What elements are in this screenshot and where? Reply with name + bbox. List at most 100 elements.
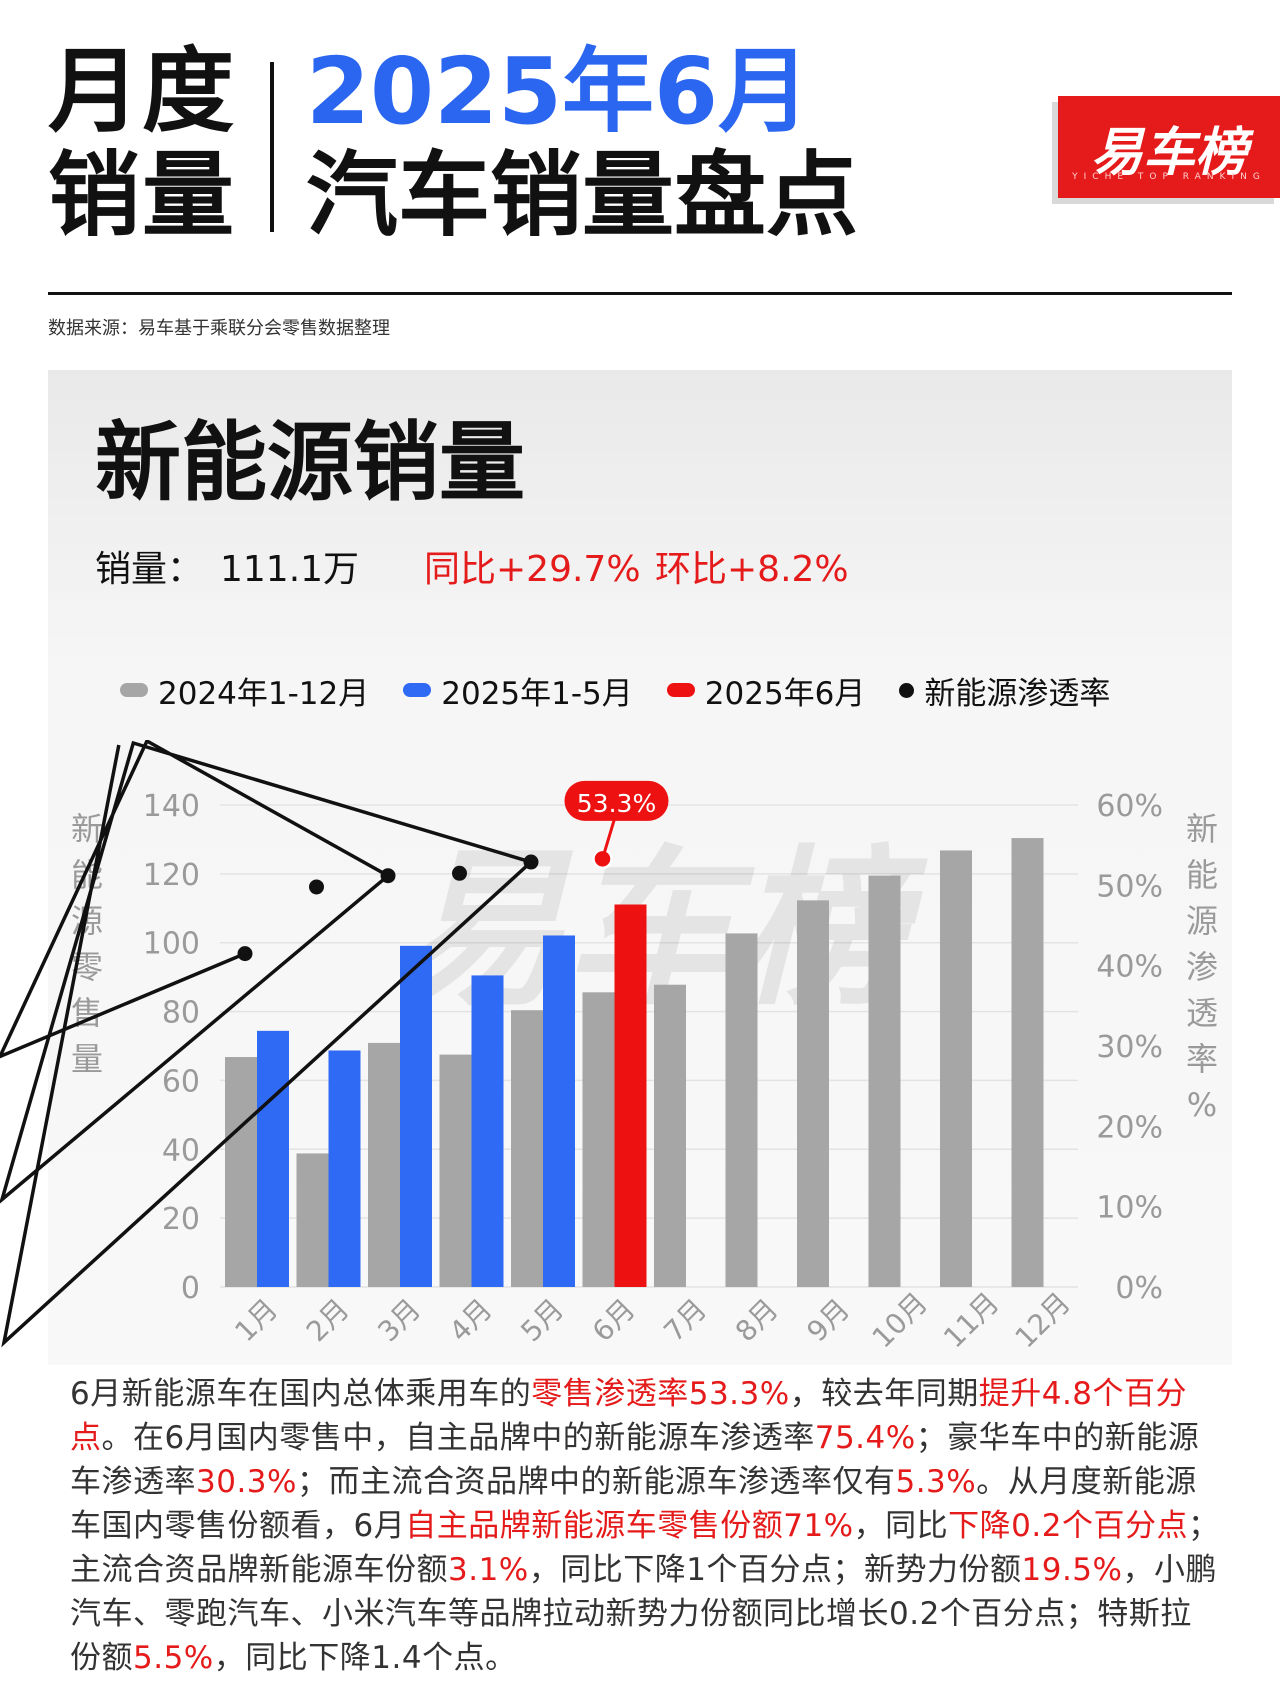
- legend-item-2025-6: 2025年6月: [666, 668, 865, 713]
- note-text: ；豪华车中的新能源车渗透率: [70, 1420, 1200, 1500]
- y-tick-label: 0: [181, 1271, 200, 1306]
- note-text: ，同比下降1个百分点；新势力份额: [528, 1552, 1022, 1588]
- bar-2024: [725, 933, 758, 1287]
- note-highlight: 下降0.2个百分点: [948, 1508, 1188, 1544]
- rate-line: [0, 740, 535, 1348]
- note-text: ；主流合资品牌新能源车份额: [70, 1508, 1220, 1588]
- note-highlight: 自主品牌新能源车零售份额71%: [405, 1508, 854, 1544]
- bar-2025: [400, 945, 432, 1287]
- y-tick-label: 120: [143, 858, 200, 893]
- x-tick-label: 7月: [657, 1292, 713, 1348]
- sales-chart: 0204060801001201400%10%20%30%40%50%60%易车…: [0, 740, 1218, 1354]
- header-divider: [270, 62, 274, 232]
- note-highlight: 75.4%: [814, 1420, 916, 1456]
- rate-point: [523, 854, 539, 870]
- x-tick-label: 2月: [300, 1292, 356, 1348]
- bar-2024: [940, 850, 972, 1287]
- bar-2024: [582, 992, 615, 1287]
- x-tick-label: 5月: [514, 1292, 570, 1348]
- header-title-line-1: 月度: [48, 38, 237, 145]
- y-axis-title-char: 新: [71, 810, 103, 848]
- rate-point: [309, 879, 324, 895]
- y2-tick-label: 50%: [1096, 869, 1163, 904]
- y2-axis-title-char: 渗: [1186, 948, 1218, 986]
- note-text: ；而主流合资品牌中的新能源车渗透率仅有: [296, 1464, 896, 1500]
- note-highlight: 30.3%: [196, 1464, 297, 1500]
- x-tick-label: 4月: [443, 1292, 499, 1348]
- callout-label: 53.3%: [577, 789, 656, 818]
- legend-label-2025: 2025年1-5月: [441, 675, 633, 712]
- x-tick-label: 3月: [371, 1292, 427, 1348]
- note-highlight: 5.5%: [133, 1640, 214, 1676]
- data-source: 数据来源：易车基于乘联分会零售数据整理: [48, 318, 390, 339]
- bar-2024: [868, 875, 901, 1287]
- note-text: 。在6月国内零售中，自主品牌中的新能源车渗透率: [101, 1420, 815, 1456]
- y2-axis-title-char: 源: [1186, 902, 1218, 940]
- x-tick-label: 10月: [866, 1286, 934, 1354]
- kpi-yoy: 同比+29.7%: [424, 549, 641, 590]
- kpi-mom: 环比+8.2%: [655, 549, 849, 590]
- note-text: 。从月度新能源车国内零售份额看，6月: [70, 1464, 1197, 1544]
- note-text: ，小鹏汽车、零跑汽车、小米汽车等品牌拉动新势力份额同比增长0.2个百分点；特斯拉…: [70, 1552, 1217, 1676]
- x-tick-label: 9月: [800, 1292, 856, 1348]
- bar-2024: [368, 1042, 400, 1287]
- y-axis-title-char: 量: [71, 1040, 103, 1078]
- header-subtitle: 汽车销量盘点: [306, 142, 859, 249]
- bar-2024: [654, 984, 686, 1287]
- note-text: ，同比下降1.4个点。: [213, 1640, 517, 1676]
- legend-item-rate: 新能源渗透率: [899, 668, 1110, 713]
- bar-2024: [511, 1010, 543, 1287]
- note-highlight: 零售渗透率53.3%: [531, 1376, 790, 1412]
- y2-tick-label: 30%: [1096, 1030, 1163, 1065]
- note-highlight: 提升4.8个百分点: [70, 1376, 1188, 1456]
- y2-axis-title-char: 率: [1186, 1040, 1218, 1078]
- bar-2024: [296, 1153, 329, 1287]
- note-text: 6月新能源车在国内总体乘用车的: [70, 1376, 532, 1412]
- x-tick-label: 8月: [729, 1292, 785, 1348]
- y2-tick-label: 60%: [1096, 789, 1163, 824]
- y-tick-label: 20: [162, 1202, 200, 1237]
- x-tick-label: 6月: [586, 1292, 642, 1348]
- section-title: 新能源销量: [95, 413, 525, 513]
- y2-axis-title-char: 新: [1186, 810, 1218, 848]
- y2-tick-label: 0%: [1115, 1271, 1163, 1306]
- bar-2025: [257, 1030, 289, 1287]
- analysis-note: 6月新能源车在国内总体乘用车的零售渗透率53.3%，较去年同期提升4.8个百分点…: [70, 1372, 1220, 1680]
- header-rule: [48, 292, 1232, 295]
- bar-2024: [1011, 838, 1044, 1287]
- y2-tick-label: 10%: [1096, 1191, 1163, 1226]
- legend-dot-rate: [899, 682, 915, 698]
- rate-point: [452, 865, 467, 881]
- kpi-value: 111.1万: [220, 549, 360, 590]
- bar-2024: [439, 1054, 472, 1287]
- x-tick-label: 12月: [1009, 1286, 1077, 1354]
- bar-2025-6: [614, 904, 647, 1287]
- legend-label-rate: 新能源渗透率: [924, 675, 1111, 712]
- y2-axis-title-char: 透: [1186, 994, 1218, 1032]
- bar-2025: [328, 1050, 361, 1287]
- y2-axis-title-char: 能: [1186, 856, 1218, 894]
- bar-2024: [797, 900, 829, 1287]
- header-title-line-2: 销量: [48, 142, 237, 249]
- rate-point: [380, 868, 396, 884]
- y-tick-label: 100: [143, 927, 200, 962]
- bar-2025: [543, 935, 575, 1287]
- note-highlight: 3.1%: [448, 1552, 529, 1588]
- callout-box: [564, 780, 669, 821]
- kpi-label: 销量：: [95, 549, 204, 590]
- y-tick-label: 40: [162, 1133, 200, 1168]
- legend-swatch-2025-6: [666, 683, 695, 697]
- note-text: ，较去年同期: [789, 1376, 979, 1412]
- note-highlight: 19.5%: [1021, 1552, 1123, 1588]
- x-tick-label: 11月: [937, 1286, 1005, 1354]
- y-tick-label: 140: [143, 789, 200, 824]
- y2-tick-label: 40%: [1096, 950, 1163, 985]
- note-highlight: 5.3%: [895, 1464, 977, 1500]
- note-text: ，同比: [853, 1508, 949, 1544]
- y2-axis-title-char: %: [1187, 1086, 1217, 1124]
- legend-label-2024: 2024年1-12月: [158, 675, 370, 712]
- legend-item-2025: 2025年1-5月: [403, 668, 633, 713]
- header-date: 2025年6月: [306, 38, 811, 145]
- y-tick-label: 60: [162, 1064, 200, 1099]
- callout-leader: [601, 818, 616, 860]
